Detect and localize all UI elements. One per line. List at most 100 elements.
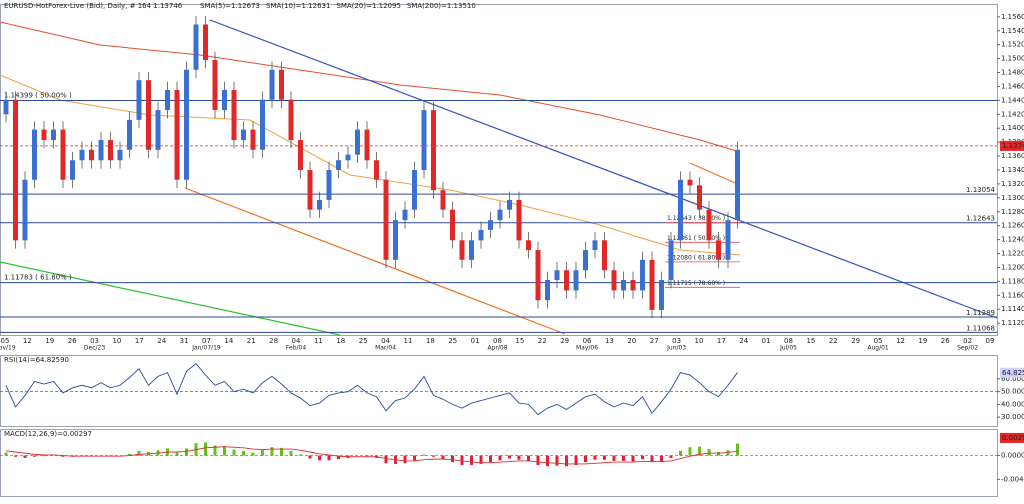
fib-label: 1.12361 ( 50.00% ) — [667, 235, 725, 242]
y-tick-label: 1.13400 — [1001, 166, 1024, 174]
indicator-label: SMA(200)=1.13510 — [407, 2, 476, 10]
candle-body — [402, 209, 408, 221]
candle-body — [535, 250, 541, 301]
candle-body — [583, 250, 588, 271]
y-tick-label: 1.15600 — [1001, 13, 1024, 21]
month-label: Aug/01 — [867, 345, 889, 352]
macd-bar — [717, 452, 720, 456]
x-tick-label: 27 — [650, 337, 659, 345]
month-label: Sep/02 — [957, 345, 978, 352]
candle-body — [621, 280, 626, 291]
y-tick-label: 1.14800 — [1001, 69, 1024, 77]
macd-bar — [4, 452, 8, 456]
macd-bar — [574, 455, 578, 466]
x-tick-label: 18 — [426, 337, 435, 345]
macd-bar — [422, 454, 426, 456]
x-tick-label: 11 — [314, 337, 323, 345]
macd-bar — [479, 455, 483, 464]
candle-body — [165, 89, 170, 111]
macd-bar — [280, 447, 283, 456]
candle-body — [307, 170, 313, 210]
y-tick-label: 1.14000 — [1001, 124, 1024, 132]
x-tick-label: 21 — [247, 337, 256, 345]
macd-bar — [175, 452, 179, 456]
candle-body — [630, 280, 636, 291]
candle-body — [469, 240, 474, 260]
month-label: Feb/04 — [286, 345, 306, 352]
x-tick-label: 28 — [269, 337, 278, 345]
macd-bar — [318, 455, 321, 461]
y-tick-label: 1.14400 — [1001, 96, 1024, 104]
candle-body — [431, 110, 436, 191]
candle-body — [231, 89, 237, 141]
candle-body — [573, 270, 579, 291]
macd-bar — [308, 455, 312, 459]
macd-bar — [707, 449, 711, 456]
candle-body — [89, 149, 94, 161]
candle-body — [611, 270, 617, 291]
candle-body — [51, 129, 56, 141]
rsi-panel — [0, 355, 998, 427]
candle-body — [22, 179, 28, 241]
y-tick-label: 1.14600 — [1001, 82, 1024, 90]
candle-body — [193, 24, 199, 70]
x-tick-label: 24 — [739, 337, 748, 345]
macd-bar — [242, 450, 245, 456]
sma-line — [0, 74, 741, 256]
x-tick-label: 29 — [851, 337, 860, 345]
candle-body — [127, 119, 132, 150]
candle-body — [526, 240, 531, 251]
level-label: 1.13054 — [966, 186, 995, 194]
candle-body — [298, 140, 303, 170]
y-tick-label: 1.12000 — [1001, 263, 1024, 271]
macd-bar — [432, 455, 435, 457]
y-tick-label: 40.00000 — [1001, 400, 1024, 408]
x-tick-label: 12 — [23, 337, 32, 345]
y-tick-label: 1.15200 — [1001, 41, 1024, 49]
candle-body — [336, 160, 341, 170]
level-label: 1.12643 — [966, 215, 995, 223]
x-tick-label: 04 — [381, 337, 390, 345]
candle-body — [222, 89, 227, 111]
macd-bar — [470, 455, 473, 466]
x-tick-label: 22 — [538, 337, 547, 345]
candle-body — [687, 179, 693, 186]
level-label: 1.11783 ( 61.80% ) — [4, 274, 72, 282]
candle-body — [678, 179, 683, 241]
candle-body — [70, 160, 75, 180]
x-tick-label: 09 — [986, 337, 995, 345]
x-tick-label: 11 — [403, 337, 412, 345]
indicator-label: SMA(5)=1.12673 — [200, 2, 260, 10]
candle-body — [174, 89, 180, 180]
macd-bar — [698, 446, 701, 456]
month-label: Jul/05 — [779, 345, 797, 352]
candle-body — [516, 199, 522, 241]
y-tick-label: 1.12200 — [1001, 250, 1024, 258]
y-tick-label: 1.13200 — [1001, 180, 1024, 188]
x-tick-label: 13 — [605, 337, 614, 345]
channel-line — [184, 187, 566, 335]
macd-bar — [517, 455, 521, 460]
macd-bar — [641, 455, 644, 460]
macd-bar — [612, 455, 616, 461]
y-tick-label: 1.14200 — [1001, 110, 1024, 118]
trend-line — [0, 261, 341, 336]
candle-body — [355, 129, 360, 155]
candle-body — [383, 179, 389, 260]
macd-bar — [137, 450, 141, 456]
candle-body — [184, 69, 189, 180]
candle-body — [79, 149, 85, 161]
price-tag: 64.82590 — [1002, 369, 1024, 377]
y-tick-label: 1.13000 — [1001, 194, 1024, 202]
candle-body — [250, 129, 256, 150]
candle-body — [554, 270, 560, 280]
candle-body — [364, 129, 370, 161]
macd-bar — [204, 442, 207, 456]
candle-body — [440, 190, 446, 210]
macd-bar — [441, 455, 445, 460]
candle-body — [716, 240, 721, 260]
macd-bar — [508, 455, 511, 459]
month-label: Jan/07/19 — [191, 345, 221, 352]
macd-bar — [61, 455, 65, 457]
candle-body — [564, 270, 569, 291]
